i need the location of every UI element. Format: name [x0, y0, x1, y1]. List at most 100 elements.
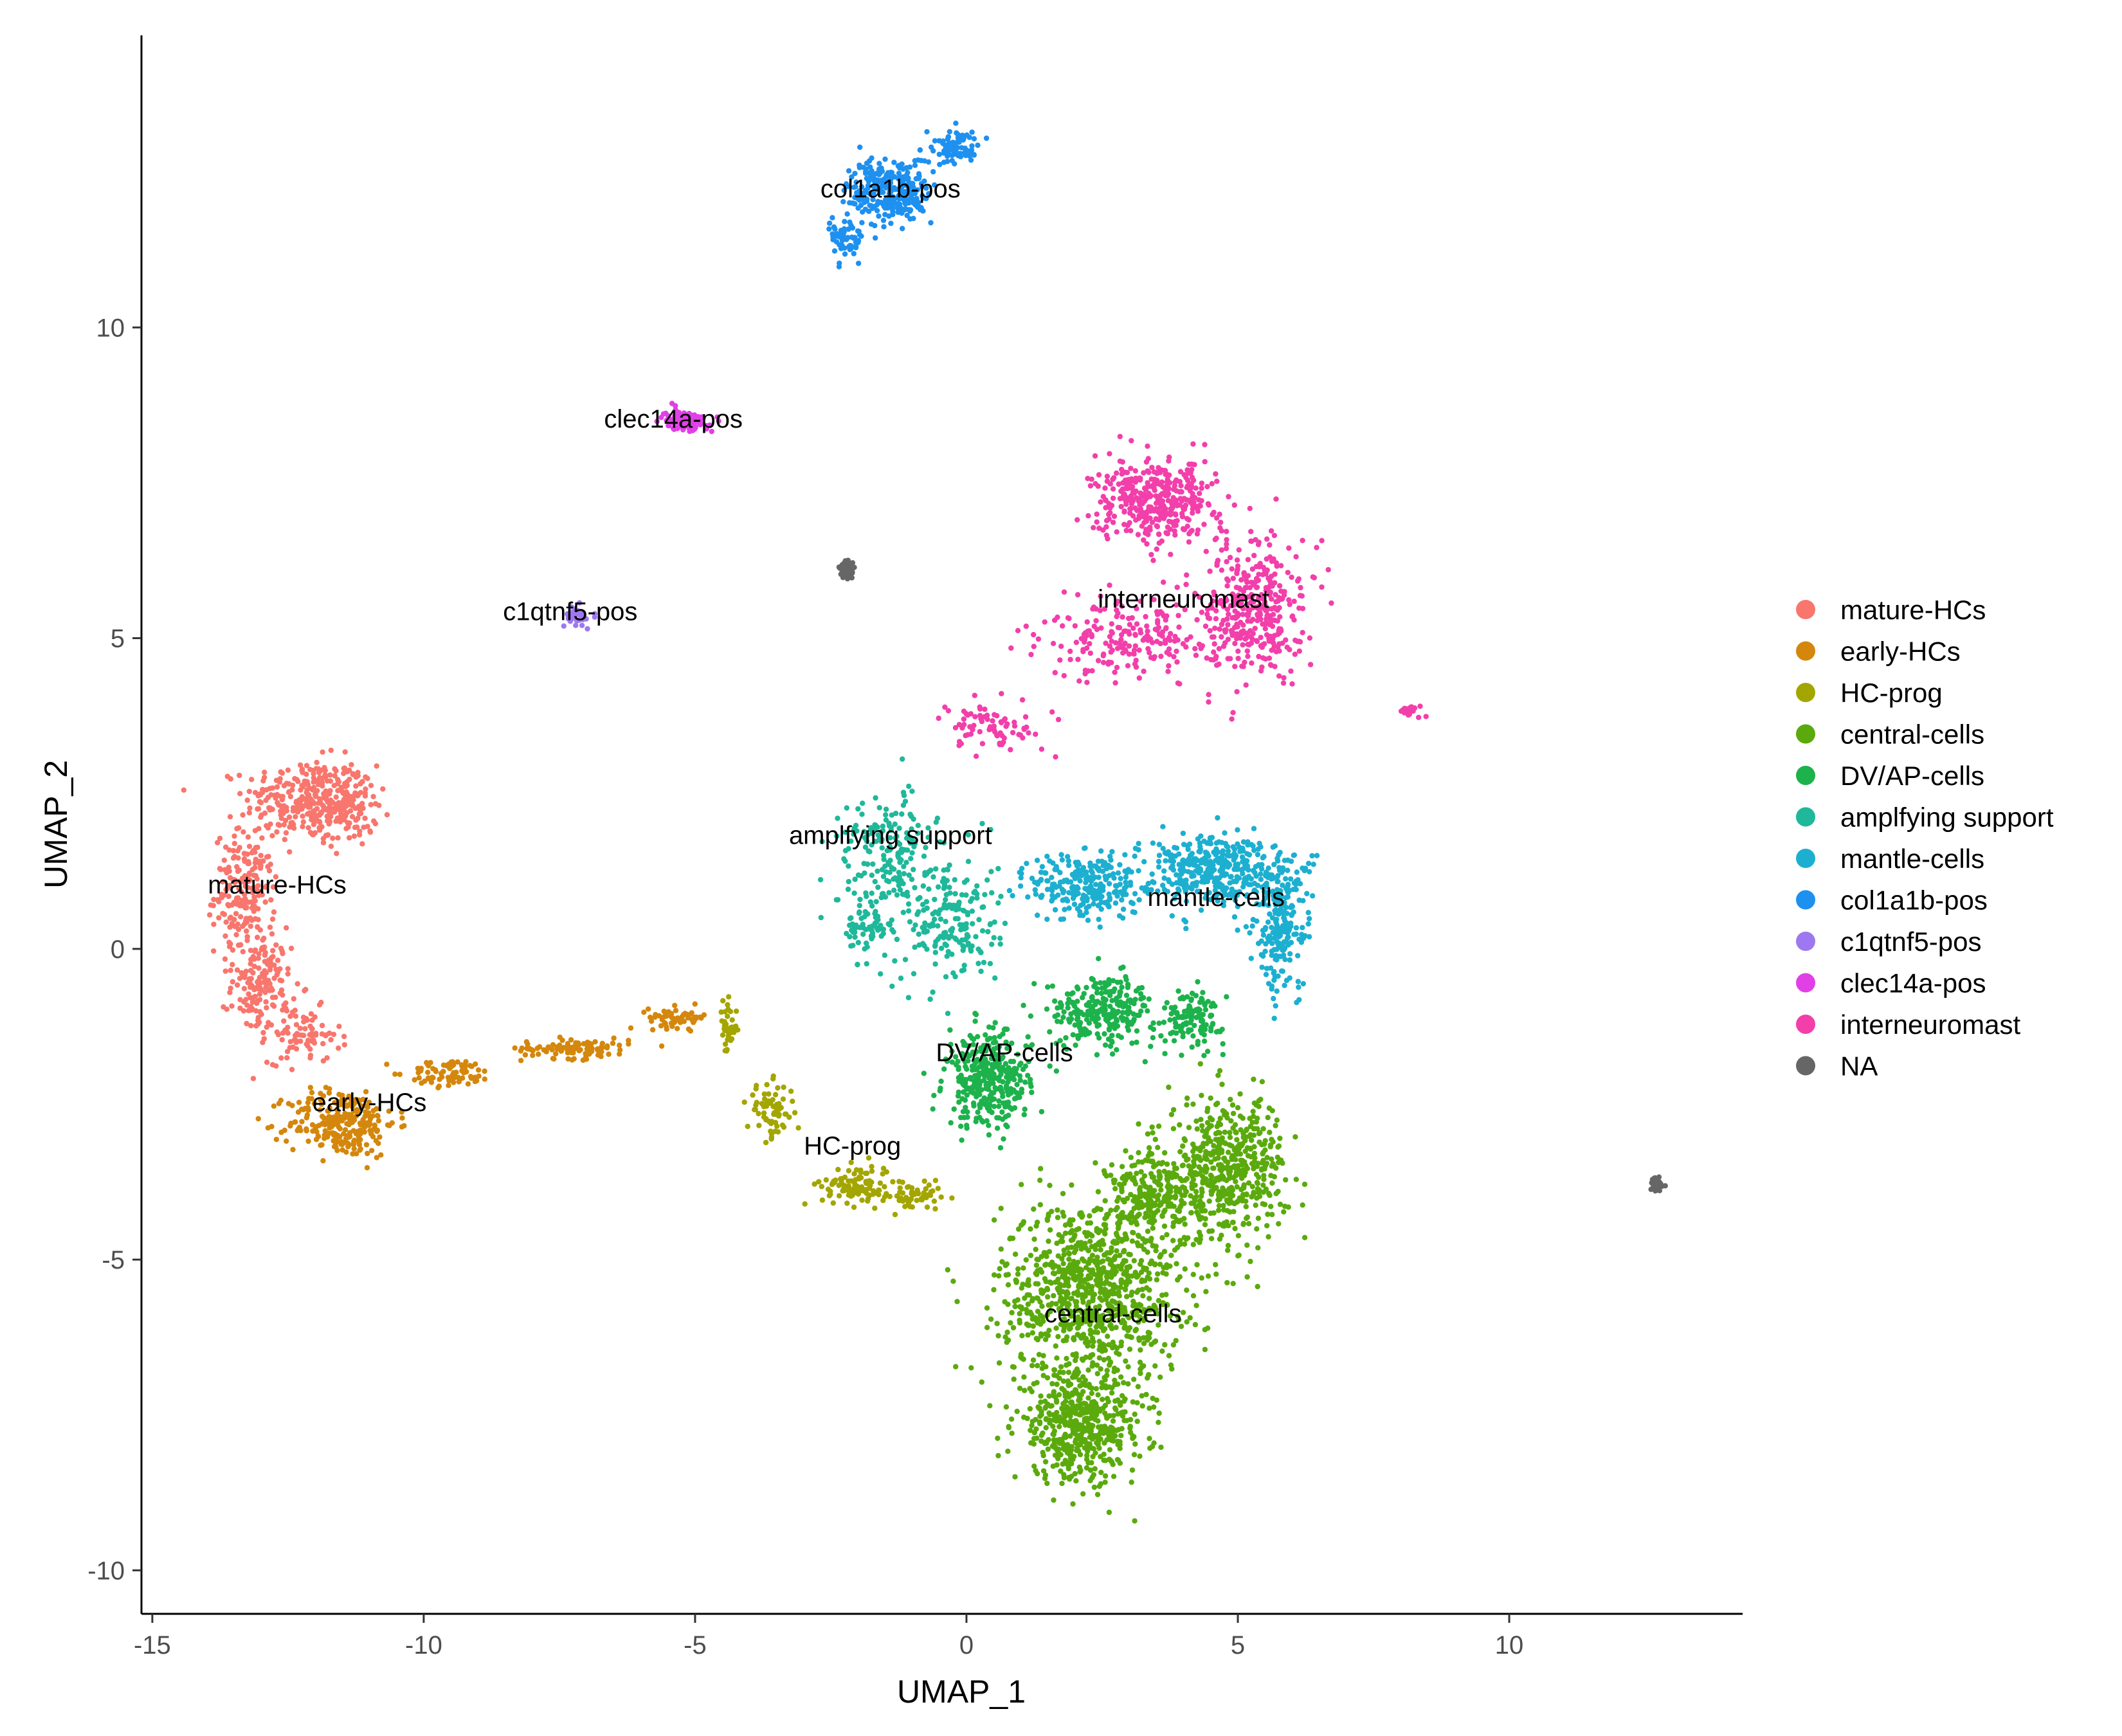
data-point	[258, 863, 264, 869]
data-point	[557, 1042, 563, 1048]
data-point	[583, 1041, 589, 1047]
data-point	[1201, 1053, 1207, 1058]
data-point	[273, 777, 280, 783]
data-point	[1233, 1163, 1239, 1170]
data-point	[1047, 1029, 1053, 1035]
data-point	[951, 1106, 957, 1112]
data-point	[1101, 1451, 1107, 1458]
data-point	[965, 912, 971, 918]
data-point	[1054, 1399, 1060, 1405]
data-point	[335, 788, 341, 793]
data-point	[1084, 1417, 1089, 1423]
data-point	[1037, 1419, 1043, 1425]
data-point	[901, 793, 907, 799]
data-point	[788, 1089, 794, 1094]
data-point	[1130, 1399, 1136, 1405]
data-point	[363, 1142, 370, 1148]
data-point	[896, 876, 902, 882]
data-point	[1015, 1266, 1021, 1272]
data-point	[266, 981, 271, 987]
data-point	[1225, 1247, 1231, 1253]
data-point	[1093, 1160, 1098, 1166]
data-point	[296, 1032, 302, 1038]
data-point	[307, 766, 313, 773]
data-point	[1129, 1238, 1136, 1244]
data-point	[1114, 1232, 1120, 1238]
data-point	[894, 892, 900, 898]
data-point	[319, 1114, 325, 1119]
data-point	[1181, 1136, 1187, 1142]
data-point	[1202, 1007, 1209, 1013]
data-point	[965, 1085, 971, 1091]
data-point	[1073, 1247, 1079, 1252]
data-point	[1220, 1041, 1226, 1047]
data-point	[246, 788, 252, 795]
data-point	[1066, 1361, 1072, 1367]
data-point	[850, 943, 856, 948]
data-point	[1157, 1374, 1163, 1380]
data-point	[1221, 1207, 1227, 1213]
data-point	[1230, 1175, 1237, 1180]
data-point	[960, 907, 966, 914]
data-point	[1219, 1167, 1225, 1173]
data-point	[1219, 1233, 1224, 1238]
data-point	[1172, 1173, 1179, 1180]
data-point	[924, 1204, 930, 1210]
data-point	[1112, 986, 1118, 992]
data-point	[1292, 1134, 1298, 1140]
data-point	[851, 1171, 857, 1177]
data-point	[938, 1085, 943, 1091]
data-point	[1028, 1076, 1033, 1083]
data-point	[1220, 1052, 1226, 1058]
data-point	[270, 884, 277, 890]
data-point	[1109, 1425, 1115, 1431]
data-point	[939, 879, 946, 885]
data-point	[1103, 989, 1109, 995]
data-point	[1156, 1420, 1161, 1425]
data-point	[1005, 1282, 1011, 1288]
data-point	[1150, 1225, 1156, 1231]
data-point	[753, 1102, 759, 1108]
data-point	[725, 1013, 730, 1019]
data-point	[1145, 1228, 1151, 1234]
data-point	[1087, 1030, 1093, 1036]
data-point	[1035, 1281, 1041, 1287]
data-point	[1058, 1004, 1064, 1010]
data-point	[1095, 1440, 1102, 1446]
data-point	[1058, 1364, 1064, 1370]
data-point	[1173, 1337, 1179, 1344]
data-point	[783, 1111, 789, 1117]
data-point	[1017, 1310, 1022, 1317]
data-point	[314, 1129, 320, 1135]
data-point	[907, 919, 913, 925]
data-point	[1093, 1386, 1100, 1392]
data-point	[902, 957, 909, 963]
data-point	[1129, 1467, 1136, 1473]
data-point	[1036, 1405, 1042, 1411]
data-point	[892, 1211, 898, 1218]
data-point	[1123, 1148, 1129, 1154]
data-point	[249, 777, 255, 782]
data-point	[255, 1116, 261, 1122]
data-point	[722, 1009, 728, 1015]
data-point	[222, 933, 228, 939]
data-point	[1042, 1331, 1049, 1337]
data-point	[1161, 1249, 1168, 1254]
data-point	[1035, 1308, 1041, 1314]
data-point	[1009, 1106, 1015, 1112]
data-point	[1181, 1008, 1188, 1015]
data-point	[926, 886, 932, 892]
data-point	[1260, 1126, 1266, 1132]
data-point	[938, 945, 945, 952]
data-point	[232, 923, 238, 930]
data-point	[1061, 1410, 1067, 1416]
data-point	[332, 809, 338, 815]
data-point	[293, 1046, 300, 1052]
data-point	[958, 1123, 964, 1129]
data-point	[1209, 1228, 1215, 1234]
data-point	[1042, 1276, 1048, 1282]
data-point	[764, 1081, 770, 1088]
data-point	[284, 1055, 290, 1061]
data-point	[231, 833, 237, 839]
data-point	[721, 1020, 728, 1027]
